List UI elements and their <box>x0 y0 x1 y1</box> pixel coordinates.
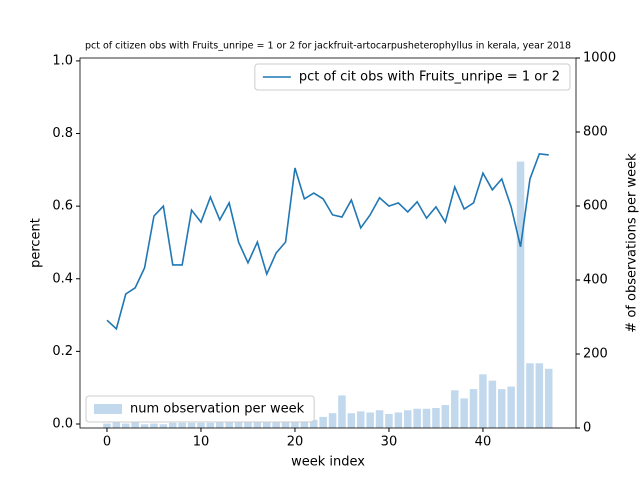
bar <box>488 380 497 428</box>
y2-axis-label: # of observations per week <box>625 153 640 333</box>
bar <box>225 422 233 428</box>
legend-label: pct of cit obs with Fruits_unripe = 1 or… <box>299 70 560 85</box>
y-tick-label: 0.2 <box>52 344 73 359</box>
legend-box <box>85 395 315 423</box>
bar <box>234 422 243 428</box>
bar <box>291 421 299 428</box>
bar <box>479 374 487 428</box>
bar <box>356 411 365 428</box>
x-tick-label: 20 <box>287 435 304 450</box>
y-axis-label: percent <box>29 218 44 268</box>
bar <box>244 422 252 428</box>
bar <box>385 413 393 428</box>
bar <box>272 422 280 428</box>
bar <box>535 363 544 428</box>
bar <box>375 410 384 428</box>
y2-tick-label: 400 <box>583 273 608 288</box>
y-tick-label: 1.0 <box>52 53 73 68</box>
bar <box>469 389 478 428</box>
bar <box>253 422 262 428</box>
legend-label: num observation per week <box>130 402 305 417</box>
x-axis-label: week index <box>291 455 365 470</box>
bar <box>516 161 525 428</box>
y2-tick-label: 800 <box>583 125 608 140</box>
bar <box>131 422 139 428</box>
y-tick-label: 0.8 <box>52 126 73 141</box>
bar <box>497 389 506 428</box>
bar <box>460 398 468 428</box>
bar <box>281 421 290 428</box>
bar <box>187 422 196 428</box>
bar <box>140 424 149 428</box>
legend-swatch <box>94 404 122 414</box>
y-tick-label: 0.4 <box>52 271 73 286</box>
bar <box>122 423 130 428</box>
bar <box>112 422 121 428</box>
y2-tick-label: 200 <box>583 347 608 362</box>
bar <box>413 408 421 428</box>
bar <box>432 408 440 428</box>
bar <box>507 386 515 428</box>
x-tick-label: 10 <box>193 435 210 450</box>
bar <box>300 420 309 428</box>
bar <box>347 413 356 428</box>
bar <box>544 368 553 428</box>
x-tick-label: 0 <box>103 435 111 450</box>
x-tick-label: 40 <box>475 435 492 450</box>
bar <box>394 412 403 428</box>
bar <box>328 413 337 428</box>
bar <box>366 412 374 428</box>
bar <box>206 422 215 428</box>
bar <box>526 363 534 428</box>
bar <box>450 390 459 428</box>
bar <box>150 423 158 428</box>
legend-box <box>254 63 571 91</box>
y-tick-label: 0.0 <box>52 417 73 432</box>
bar <box>103 423 111 428</box>
bar <box>338 395 346 428</box>
bar <box>403 410 412 428</box>
bar <box>197 422 205 428</box>
plot-frame <box>79 57 577 429</box>
x-tick-label: 30 <box>381 435 398 450</box>
bar <box>310 419 318 428</box>
bar <box>159 424 168 428</box>
bar <box>319 416 327 428</box>
bar <box>169 422 177 428</box>
y-tick-label: 0.6 <box>52 199 73 214</box>
bar <box>422 408 431 428</box>
bar <box>441 405 450 428</box>
bar <box>178 422 186 428</box>
line <box>106 152 549 331</box>
bar <box>216 422 224 428</box>
y2-tick-label: 1000 <box>583 51 616 66</box>
y2-tick-label: 0 <box>583 421 591 436</box>
bar <box>263 422 271 428</box>
chart-title: pct of citizen obs with Fruits_unripe = … <box>85 41 571 52</box>
y2-tick-label: 600 <box>583 199 608 214</box>
